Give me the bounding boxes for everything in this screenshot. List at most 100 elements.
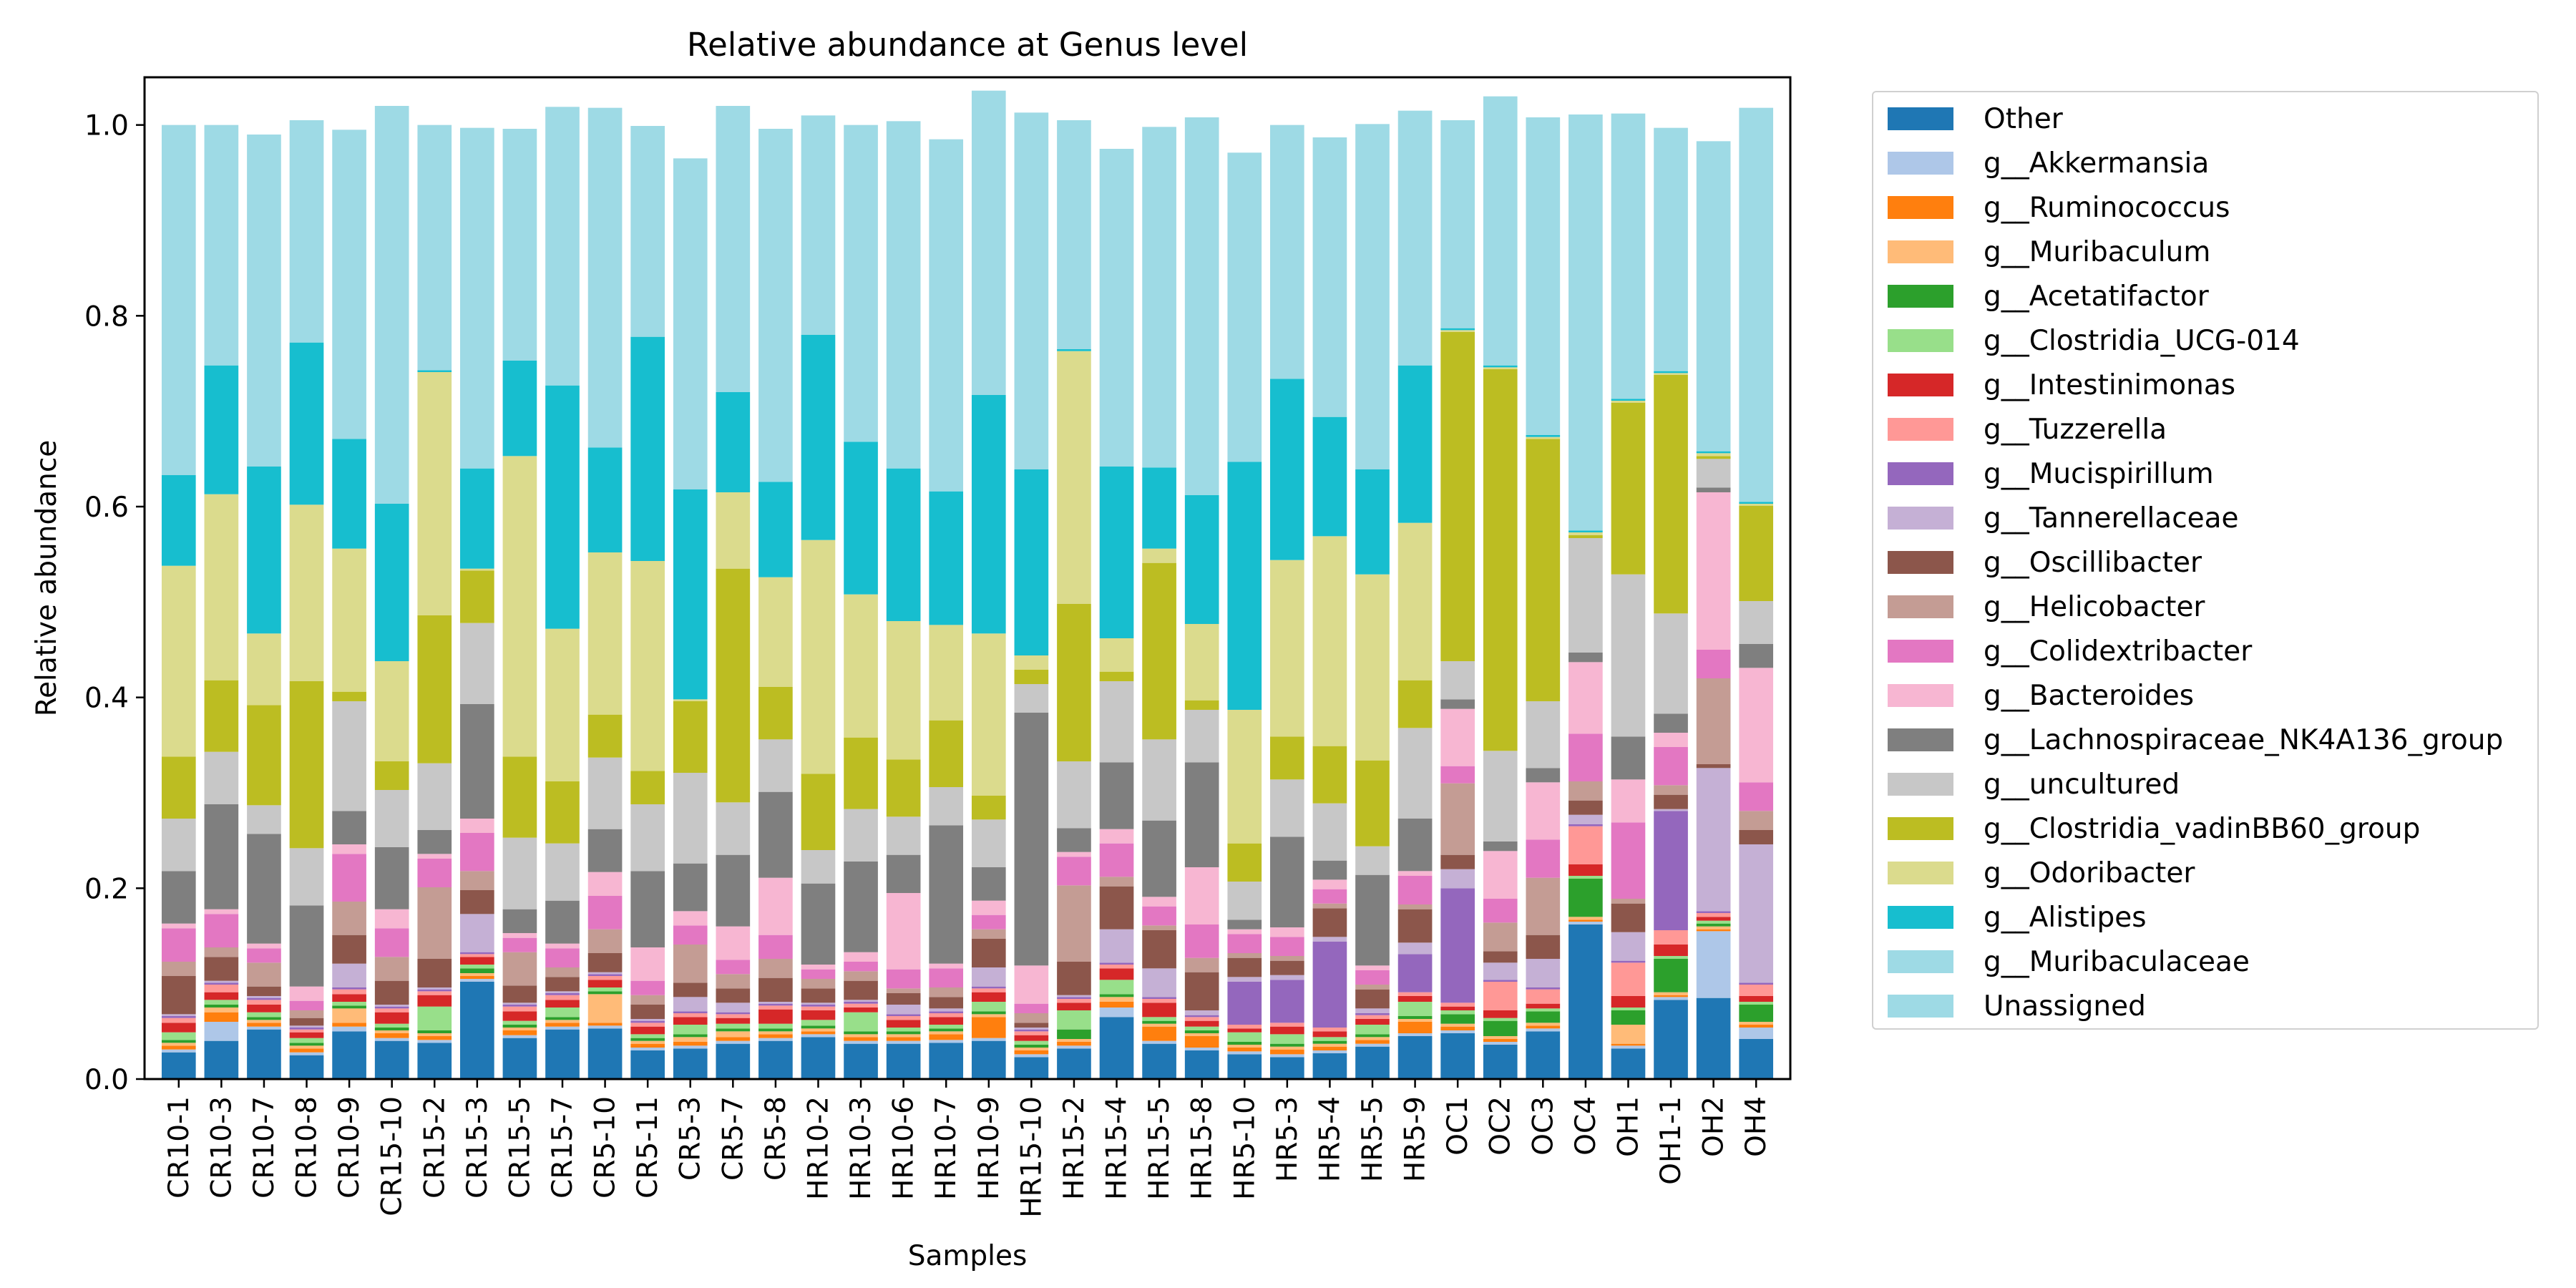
bar-segment-CR5-3-5 — [673, 1025, 708, 1035]
x-tick-label-CR10-9: CR10-9 — [333, 1096, 366, 1199]
bar-segment-HR15-2-17 — [1057, 351, 1091, 604]
bar-segment-CR15-5-6 — [502, 1011, 537, 1021]
bar-segment-HR10-2-18 — [801, 335, 836, 540]
bar-segment-CR10-1-18 — [161, 475, 196, 566]
bar-segment-HR5-4-10 — [1312, 908, 1347, 937]
legend-item: Other — [1873, 97, 2063, 141]
bar-segment-HR15-5-8 — [1142, 997, 1176, 999]
bar-segment-CR5-11-14 — [630, 871, 665, 947]
bar-segment-CR5-11-17 — [630, 561, 665, 771]
bar-segment-HR15-2-12 — [1057, 857, 1091, 886]
bar-segment-OC3-16 — [1526, 439, 1561, 701]
bar-segment-CR15-5-4 — [502, 1025, 537, 1028]
bar-segment-OH1-1-4 — [1654, 959, 1688, 992]
bar-segment-OC1-15 — [1440, 661, 1475, 700]
bar-segment-OH1-1-10 — [1654, 794, 1688, 809]
bar-segment-CR5-3-7 — [673, 1013, 708, 1018]
bar-segment-OC3-15 — [1526, 701, 1561, 769]
bar-segment-HR10-7-20 — [929, 139, 964, 492]
bar-segment-CR5-7-12 — [716, 960, 751, 975]
bar-segment-CR15-2-3 — [417, 1033, 452, 1036]
bar-segment-OC2-7 — [1483, 982, 1518, 1010]
bar-segment-OC1-14 — [1440, 699, 1475, 709]
bar-segment-CR5-7-7 — [716, 1014, 751, 1018]
bar-segment-OH2-13 — [1696, 492, 1731, 650]
bar-segment-HR5-9-17 — [1397, 522, 1433, 680]
bar-segment-OH1-1-2 — [1654, 995, 1688, 997]
bar-segment-OC2-11 — [1483, 922, 1518, 952]
legend-item: g__Helicobacter — [1873, 585, 2205, 629]
bar-segment-CR10-7-12 — [247, 948, 281, 963]
bar-segment-OH2-20 — [1696, 141, 1731, 452]
bar-segment-OH1-1-15 — [1654, 613, 1688, 714]
bar-segment-HR10-2-14 — [801, 883, 836, 965]
bar-segment-CR15-5-14 — [502, 909, 537, 933]
bar-segment-CR15-10-9 — [374, 1005, 409, 1007]
bar-segment-HR5-4-7 — [1312, 1028, 1347, 1032]
bar-segment-CR15-3-14 — [460, 704, 494, 819]
bar-segment-CR15-10-0 — [374, 1040, 409, 1079]
bar-segment-HR5-4-4 — [1312, 1040, 1347, 1044]
bar-segment-OH1-11 — [1611, 899, 1646, 904]
bar-segment-OC1-4 — [1440, 1014, 1475, 1024]
bar-segment-CR15-10-4 — [374, 1028, 409, 1030]
y-tick-label: 1.0 — [84, 110, 129, 142]
bar-segment-HR15-5-13 — [1142, 897, 1176, 907]
x-tick-label-HR5-9: HR5-9 — [1400, 1096, 1432, 1182]
bar-segment-OC2-13 — [1483, 851, 1518, 899]
bar-segment-CR10-8-14 — [289, 905, 324, 987]
bar-segment-CR10-3-12 — [204, 914, 239, 947]
bar-segment-HR10-9-3 — [971, 1014, 1006, 1018]
bar-segment-HR15-8-18 — [1184, 495, 1219, 624]
bar-segment-CR10-1-11 — [161, 962, 196, 976]
bar-segment-HR5-4-18 — [1312, 416, 1347, 537]
bar-segment-HR15-2-15 — [1057, 761, 1091, 829]
bar-segment-HR5-10-10 — [1227, 957, 1262, 977]
bar-segment-OC1-16 — [1440, 332, 1475, 661]
bar-segment-CR5-11-5 — [630, 1034, 665, 1038]
bar-segment-HR15-2-6 — [1057, 1002, 1091, 1010]
legend-swatch — [1888, 995, 1953, 1018]
bar-segment-HR5-5-14 — [1355, 874, 1390, 966]
bar-segment-HR10-9-1 — [971, 1038, 1006, 1041]
bar-segment-CR10-8-0 — [289, 1055, 324, 1079]
bar-segment-OH4-3 — [1739, 1022, 1774, 1025]
bar-segment-OH1-9 — [1611, 932, 1646, 961]
bar-segment-HR5-10-17 — [1227, 710, 1262, 844]
legend-label: Other — [1984, 102, 2063, 135]
bar-segment-HR10-7-15 — [929, 787, 964, 826]
bar-segment-CR15-3-18 — [460, 468, 494, 569]
legend-swatch — [1888, 374, 1953, 396]
chart-title: Relative abundance at Genus level — [687, 26, 1248, 64]
legend-item: g__Muribaculaceae — [1873, 940, 2250, 984]
bar-segment-OC2-12 — [1483, 899, 1518, 923]
bar-segment-HR10-6-14 — [886, 854, 921, 893]
bar-segment-CR15-2-0 — [417, 1043, 452, 1079]
bar-segment-HR5-4-2 — [1312, 1046, 1347, 1050]
bar-segment-OH1-13 — [1611, 779, 1646, 823]
y-axis: 0.0 0.2 0.4 0.6 0.8 1.0 — [84, 110, 145, 1096]
legend-item: g__Oscillibacter — [1873, 540, 2202, 585]
bar-segment-CR5-10-18 — [587, 447, 623, 552]
bar-segment-CR10-1-14 — [161, 871, 196, 924]
bar-segment-HR10-2-10 — [801, 988, 836, 1003]
bar-segment-CR15-5-3 — [502, 1028, 537, 1030]
bar-segment-OH1-1-13 — [1654, 733, 1688, 747]
bar-segment-OC1-2 — [1440, 1026, 1475, 1030]
bar-segment-CR5-8-1 — [758, 1038, 793, 1041]
bar-segment-HR10-6-3 — [886, 1034, 921, 1038]
bar-segment-HR5-9-13 — [1397, 871, 1433, 876]
bar-segment-HR10-2-4 — [801, 1025, 836, 1029]
bar-segment-CR15-7-2 — [545, 1023, 580, 1027]
bar-segment-OC2-16 — [1483, 369, 1518, 751]
bar-segment-CR5-3-2 — [673, 1042, 708, 1046]
x-tick-label-CR15-5: CR15-5 — [504, 1096, 536, 1199]
bar-segment-HR10-9-17 — [971, 633, 1006, 796]
bar-segment-OH4-14 — [1739, 644, 1774, 668]
x-tick-label-HR10-6: HR10-6 — [888, 1096, 920, 1200]
legend-label: g__Ruminococcus — [1984, 191, 2230, 224]
bar-segment-OC4-13 — [1568, 662, 1603, 734]
bar-segment-HR15-8-16 — [1184, 700, 1219, 710]
bar-segment-CR10-8-3 — [289, 1045, 324, 1049]
bar-segment-HR5-4-1 — [1312, 1050, 1347, 1053]
